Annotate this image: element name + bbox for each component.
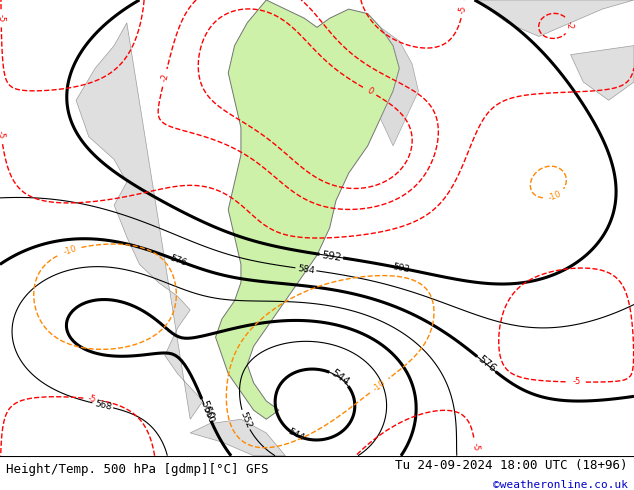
Text: 576: 576 (169, 253, 188, 268)
Text: -10: -10 (547, 189, 562, 203)
Polygon shape (76, 23, 203, 419)
Text: -5: -5 (0, 14, 6, 23)
Text: 560: 560 (201, 405, 216, 424)
Text: 560: 560 (198, 399, 215, 421)
Polygon shape (190, 419, 285, 456)
Text: -5: -5 (470, 442, 480, 451)
Text: 568: 568 (93, 399, 112, 412)
Polygon shape (571, 46, 634, 100)
Text: Tu 24-09-2024 18:00 UTC (18+96): Tu 24-09-2024 18:00 UTC (18+96) (395, 460, 628, 472)
Text: 592: 592 (321, 250, 342, 263)
Text: -5: -5 (573, 377, 581, 387)
Text: 576: 576 (476, 354, 497, 374)
Text: 592: 592 (392, 262, 411, 274)
Text: Height/Temp. 500 hPa [gdmp][°C] GFS: Height/Temp. 500 hPa [gdmp][°C] GFS (6, 463, 269, 476)
Text: -10: -10 (62, 244, 78, 257)
Text: 584: 584 (297, 264, 315, 275)
Polygon shape (216, 0, 399, 419)
Text: ©weatheronline.co.uk: ©weatheronline.co.uk (493, 480, 628, 490)
Polygon shape (380, 27, 418, 146)
Text: -5: -5 (87, 394, 97, 404)
Text: -5: -5 (458, 4, 468, 14)
Text: 552: 552 (238, 410, 253, 430)
Text: 0: 0 (365, 86, 374, 97)
Text: -5: -5 (0, 130, 6, 140)
Polygon shape (476, 0, 634, 36)
Text: -2: -2 (159, 73, 170, 83)
Text: 544: 544 (329, 368, 351, 388)
Text: 544: 544 (287, 427, 306, 443)
Text: -2: -2 (564, 21, 574, 29)
Text: -10: -10 (371, 378, 387, 393)
